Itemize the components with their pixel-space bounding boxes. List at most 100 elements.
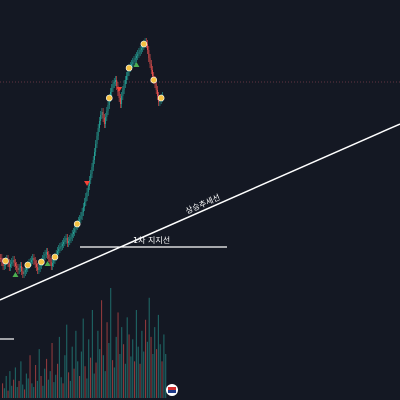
volume-bar [106, 322, 108, 398]
candle-body [8, 263, 10, 267]
volume-bar [24, 389, 26, 398]
candle-body [39, 265, 41, 268]
candle-body [49, 258, 51, 262]
volume-bar [156, 349, 158, 398]
volume-bar [123, 344, 125, 398]
candle-body [105, 117, 107, 124]
volume-bar [90, 357, 92, 398]
volume-bar [154, 327, 156, 398]
candle-body [37, 267, 39, 270]
candle-body [155, 84, 157, 90]
volume-bar [20, 361, 22, 398]
sell-signal-marker [116, 87, 123, 92]
buy-signal-marker [12, 272, 19, 277]
volume-bar [163, 334, 165, 398]
volume-bar [159, 344, 161, 398]
volume-bar [121, 327, 123, 398]
candle-body [115, 80, 116, 82]
candle-body [137, 54, 139, 56]
candle-body [123, 84, 125, 90]
volume-bar [35, 365, 37, 398]
candle-body [73, 232, 74, 234]
candle-body [24, 270, 26, 272]
candle-body [44, 254, 46, 256]
candle-body [63, 242, 65, 244]
support-line-label: 1차 지지선 [133, 236, 170, 245]
volume-bar [101, 300, 103, 398]
candle-body [65, 238, 67, 240]
volume-bar [73, 368, 75, 398]
candle-body [134, 58, 136, 60]
uptrend-line[interactable] [0, 123, 400, 301]
candle-body [139, 50, 141, 52]
volume-bar [2, 383, 4, 398]
candle-body [61, 244, 63, 246]
candle-body [64, 240, 66, 242]
volume-bar [33, 387, 35, 398]
volume-bar [86, 378, 88, 398]
volume-bar [47, 379, 49, 398]
volume-bar [68, 372, 70, 398]
volume-bar [22, 384, 24, 398]
volume-bar [62, 383, 64, 398]
volume-bar [18, 380, 20, 398]
volume-bar [3, 388, 5, 398]
volume-bar [150, 336, 152, 398]
signal-marker [140, 40, 148, 48]
volume-bar [53, 382, 55, 398]
volume-bar [95, 362, 97, 398]
volume-bar [29, 355, 31, 398]
candle-body [133, 60, 135, 62]
signal-marker [38, 258, 45, 266]
candle-body [59, 247, 61, 249]
candle-body [31, 260, 32, 262]
candle-body [97, 128, 99, 136]
candle-body [121, 96, 123, 104]
volume-bar [152, 354, 154, 398]
flag-icon[interactable] [166, 384, 178, 396]
candle-body [58, 249, 60, 251]
candle-body [80, 216, 82, 219]
candle-body [112, 84, 114, 88]
candle-body [32, 258, 34, 260]
buy-signal-marker [133, 62, 140, 67]
candle-body [157, 90, 158, 96]
volume-bar [84, 366, 86, 398]
candle-body [127, 72, 129, 76]
candle-body [69, 239, 71, 241]
volume-bars [2, 288, 167, 398]
volume-bar [9, 371, 11, 398]
volume-bar [75, 330, 77, 398]
candle-body [126, 76, 128, 80]
volume-bar [64, 355, 66, 398]
candle-body [2, 262, 4, 266]
candle-body [48, 255, 50, 258]
candle-body [136, 56, 137, 58]
candle-body [47, 252, 48, 255]
volume-bar [135, 310, 137, 398]
candle-body [119, 98, 121, 104]
candle-body [74, 229, 76, 232]
candle-body [132, 62, 134, 64]
candle-body [147, 44, 148, 50]
candle-body [85, 197, 87, 202]
signal-marker [157, 94, 165, 102]
volume-bar [88, 339, 90, 398]
candle-body [66, 238, 68, 243]
volume-bar [79, 376, 81, 398]
volume-bar [13, 379, 15, 398]
volume-bar [132, 339, 134, 398]
buy-signal-marker [44, 261, 51, 266]
candle-body [19, 266, 21, 268]
candle-body [106, 111, 108, 117]
candle-body [71, 234, 73, 237]
candle-body [70, 237, 72, 239]
signal-marker [125, 64, 133, 72]
volume-bar [80, 351, 82, 398]
volume-bar [112, 360, 114, 398]
candle-body [102, 112, 104, 118]
volume-bar [134, 361, 136, 398]
candle-body [21, 266, 23, 271]
candle-body [75, 226, 77, 229]
